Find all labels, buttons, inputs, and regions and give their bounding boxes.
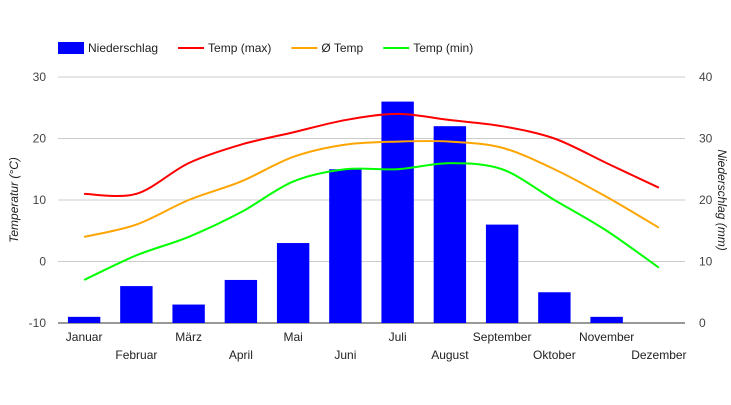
y-left-tick-label: 30 <box>33 70 47 84</box>
legend: Niederschlag Temp (max) Ø Temp Temp (min) <box>58 41 473 55</box>
x-tick-label: Januar <box>66 330 103 344</box>
y-left-tick-label: 10 <box>33 193 47 207</box>
x-tick-label: Juli <box>389 330 407 344</box>
axes: 30 20 10 0 -10 40 30 20 10 0 Januar Februar März Apri… <box>29 70 713 362</box>
x-tick-label: April <box>229 348 253 362</box>
precipitation-bar <box>224 279 258 323</box>
legend-label: Ø Temp <box>321 41 363 55</box>
precipitation-bar <box>67 316 101 323</box>
x-tick-label: März <box>175 330 202 344</box>
precipitation-bar <box>381 101 414 323</box>
series-line-temp <box>83 140 660 238</box>
y-left-tick-label: 20 <box>33 132 47 146</box>
y-right-tick-label: 40 <box>699 70 713 84</box>
series-line-temp-min <box>83 162 660 281</box>
y-right-tick-label: 20 <box>699 193 713 207</box>
precipitation-bar <box>433 126 467 323</box>
y-left-tick-label: -10 <box>29 316 47 330</box>
legend-item: Ø Temp <box>291 41 364 55</box>
precipitation-bar <box>172 304 205 323</box>
precipitation-bar <box>276 243 310 323</box>
precipitation-bar <box>485 224 519 323</box>
x-tick-label: Februar <box>115 348 157 362</box>
x-tick-label: November <box>579 330 634 344</box>
legend-item: Temp (max) <box>178 41 271 55</box>
legend-label: Niederschlag <box>88 41 158 55</box>
y-axis-right-label: Niederschlag (mm) <box>715 149 729 250</box>
x-tick-label: August <box>431 348 469 362</box>
legend-label: Temp (min) <box>413 41 473 55</box>
temperature-lines <box>83 112 660 281</box>
precipitation-bar <box>590 316 623 323</box>
series-line-temp-max <box>84 112 660 198</box>
y-right-tick-label: 30 <box>699 132 713 146</box>
precipitation-bar <box>329 169 362 323</box>
y-right-tick-label: 0 <box>699 316 706 330</box>
precipitation-bar <box>538 292 571 323</box>
y-axis-left-label: Temperatur (°C) <box>7 157 21 243</box>
y-right-tick-label: 10 <box>699 255 713 269</box>
x-tick-label: Mai <box>283 330 302 344</box>
precipitation-bar <box>120 286 153 323</box>
x-tick-label: Oktober <box>533 348 576 362</box>
y-left-tick-label: 0 <box>39 255 46 269</box>
legend-swatch <box>58 42 84 54</box>
precipitation-bars <box>67 101 623 323</box>
legend-item: Niederschlag <box>58 41 158 55</box>
x-tick-label: Dezember <box>631 348 686 362</box>
x-tick-label: Juni <box>334 348 356 362</box>
legend-label: Temp (max) <box>208 41 271 55</box>
gridlines <box>58 76 685 324</box>
legend-item: Temp (min) <box>383 41 473 55</box>
x-tick-label: September <box>473 330 532 344</box>
